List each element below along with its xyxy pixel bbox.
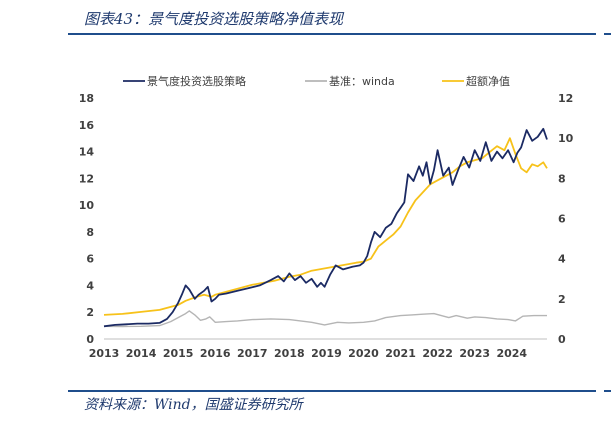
left-y-tick-label: 4 — [86, 279, 94, 292]
right-y-tick-label: 2 — [558, 293, 566, 306]
x-tick-label: 2013 — [89, 347, 120, 360]
left-y-tick-label: 6 — [86, 253, 94, 266]
right-y-tick-label: 6 — [558, 213, 566, 226]
left-y-tick-label: 14 — [79, 146, 95, 159]
series-line-excess — [103, 137, 548, 316]
right-y-tick-label: 8 — [558, 172, 566, 185]
legend-label-excess: 超额净值 — [466, 74, 510, 88]
x-tick-label: 2024 — [496, 347, 527, 360]
bottom-rule — [68, 390, 596, 392]
x-tick-label: 2014 — [126, 347, 157, 360]
legend-label-benchmark: 基准：winda — [329, 75, 395, 88]
x-tick-label: 2018 — [274, 347, 305, 360]
x-tick-label: 2016 — [200, 347, 231, 360]
top-rule — [68, 33, 596, 35]
top-rule-stub — [604, 33, 611, 35]
left-y-tick-label: 12 — [79, 172, 94, 185]
right-y-tick-label: 10 — [558, 132, 574, 145]
x-tick-label: 2023 — [459, 347, 490, 360]
source-note: 资料来源：Wind，国盛证券研究所 — [84, 397, 303, 413]
legend-label-strategy: 景气度投资选股策略 — [147, 74, 246, 88]
left-y-tick-label: 16 — [79, 119, 95, 132]
figure-title: 图表43：景气度投资选股策略净值表现 — [84, 10, 344, 28]
x-tick-label: 2022 — [422, 347, 453, 360]
left-y-tick-label: 0 — [86, 333, 94, 346]
series-line-strategy — [103, 127, 548, 328]
left-y-tick-label: 8 — [86, 226, 94, 239]
x-tick-label: 2020 — [348, 347, 379, 360]
left-y-tick-label: 10 — [79, 199, 95, 212]
right-y-tick-label: 12 — [558, 92, 573, 105]
left-y-tick-label: 2 — [86, 306, 94, 319]
series-line-benchmark — [103, 310, 547, 328]
left-y-tick-label: 18 — [79, 92, 94, 105]
right-y-tick-label: 0 — [558, 333, 566, 346]
x-tick-label: 2017 — [237, 347, 268, 360]
x-tick-label: 2021 — [385, 347, 416, 360]
bottom-rule-stub — [604, 390, 611, 392]
right-y-tick-label: 4 — [558, 253, 566, 266]
x-tick-label: 2019 — [311, 347, 342, 360]
x-tick-label: 2015 — [163, 347, 194, 360]
